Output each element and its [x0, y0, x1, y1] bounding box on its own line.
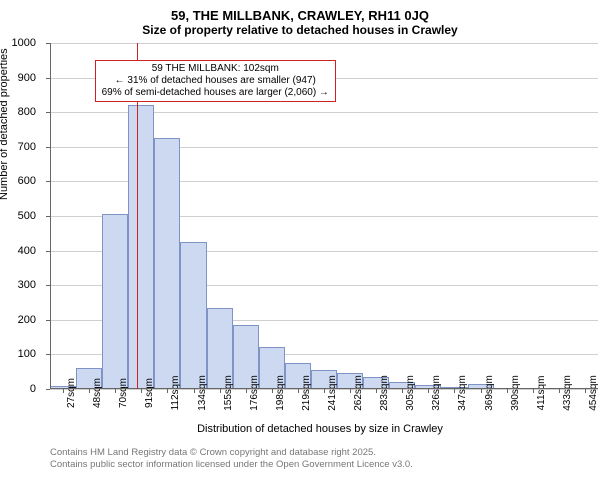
x-tick-mark — [533, 389, 534, 393]
x-tick-mark — [454, 389, 455, 393]
plot-area: 27sqm48sqm70sqm91sqm112sqm134sqm155sqm17… — [50, 43, 598, 389]
y-axis-line — [50, 43, 51, 389]
y-tick-label: 600 — [0, 175, 36, 187]
x-tick-label: 433sqm — [562, 375, 573, 411]
x-tick-mark — [194, 389, 195, 393]
x-tick-mark — [89, 389, 90, 393]
x-axis-line — [50, 388, 598, 389]
x-tick-mark — [167, 389, 168, 393]
x-tick-label: 326sqm — [431, 375, 442, 411]
x-tick-label: 390sqm — [510, 375, 521, 411]
x-tick-mark — [428, 389, 429, 393]
y-tick-label: 500 — [0, 210, 36, 222]
x-tick-mark — [63, 389, 64, 393]
y-tick-label: 200 — [0, 314, 36, 326]
chart-title-line2: Size of property relative to detached ho… — [10, 23, 590, 37]
chart-footer: Contains HM Land Registry data © Crown c… — [50, 447, 590, 471]
gridline — [50, 43, 598, 44]
x-tick-label: 454sqm — [588, 375, 599, 411]
y-tick-label: 300 — [0, 279, 36, 291]
info-box-line: 69% of semi-detached houses are larger (… — [102, 87, 329, 99]
x-tick-mark — [481, 389, 482, 393]
y-tick-label: 900 — [0, 72, 36, 84]
info-box-line: 59 THE MILLBANK: 102sqm — [102, 63, 329, 75]
footer-line2: Contains public sector information licen… — [50, 459, 590, 471]
info-box-line: ← 31% of detached houses are smaller (94… — [102, 75, 329, 87]
x-tick-mark — [220, 389, 221, 393]
x-tick-mark — [115, 389, 116, 393]
x-tick-mark — [272, 389, 273, 393]
y-tick-label: 100 — [0, 348, 36, 360]
x-tick-mark — [350, 389, 351, 393]
x-tick-label: 369sqm — [484, 375, 495, 411]
y-tick-label: 1000 — [0, 37, 36, 49]
y-tick-label: 0 — [0, 383, 36, 395]
x-tick-mark — [298, 389, 299, 393]
x-tick-mark — [324, 389, 325, 393]
y-tick-label: 400 — [0, 245, 36, 257]
x-tick-mark — [402, 389, 403, 393]
x-tick-label: 411sqm — [536, 376, 547, 411]
chart-title-line1: 59, THE MILLBANK, CRAWLEY, RH11 0JQ — [10, 8, 590, 23]
footer-line1: Contains HM Land Registry data © Crown c… — [50, 447, 590, 459]
y-tick-label: 700 — [0, 141, 36, 153]
x-tick-mark — [559, 389, 560, 393]
x-tick-mark — [376, 389, 377, 393]
histogram-bar — [102, 214, 128, 389]
x-tick-mark — [141, 389, 142, 393]
histogram-bar — [128, 105, 154, 389]
x-axis-label: Distribution of detached houses by size … — [50, 423, 590, 435]
x-tick-label: 283sqm — [379, 375, 390, 411]
x-tick-mark — [246, 389, 247, 393]
x-tick-mark — [585, 389, 586, 393]
chart-container: 59, THE MILLBANK, CRAWLEY, RH11 0JQ Size… — [0, 0, 600, 500]
x-tick-label: 305sqm — [405, 375, 416, 411]
histogram-bar — [154, 138, 180, 389]
x-tick-label: 347sqm — [457, 375, 468, 411]
property-info-box: 59 THE MILLBANK: 102sqm← 31% of detached… — [95, 60, 336, 102]
histogram-bar — [180, 242, 206, 389]
x-tick-mark — [507, 389, 508, 393]
y-tick-label: 800 — [0, 106, 36, 118]
y-tick-mark — [46, 389, 50, 390]
